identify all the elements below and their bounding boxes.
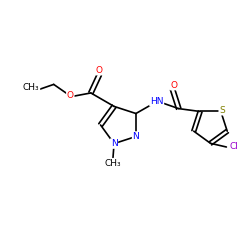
Text: N: N [111, 139, 117, 148]
Text: HN: HN [150, 97, 164, 106]
Text: CH₃: CH₃ [23, 83, 40, 92]
Text: N: N [132, 132, 139, 141]
Text: S: S [219, 106, 225, 115]
Text: CH₃: CH₃ [104, 159, 121, 168]
Text: O: O [96, 66, 103, 75]
Text: O: O [67, 91, 74, 100]
Text: O: O [170, 81, 177, 90]
Text: Cl: Cl [229, 142, 238, 152]
